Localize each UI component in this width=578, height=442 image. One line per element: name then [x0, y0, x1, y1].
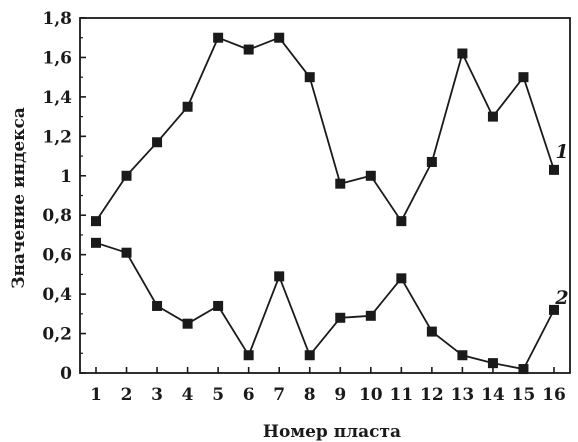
series-1-point: [121, 170, 132, 181]
x-tick-label: 6: [243, 385, 255, 405]
series-1-label: 1: [555, 141, 568, 163]
y-tick-label: 1: [60, 167, 72, 187]
x-tick-label: 10: [359, 385, 383, 405]
x-tick-label: 9: [334, 385, 346, 405]
x-tick-label: 15: [512, 385, 536, 405]
x-tick-label: 16: [542, 385, 566, 405]
y-tick-label: 0,2: [42, 325, 72, 345]
plot-frame: [79, 17, 571, 374]
y-tick-label: 0,8: [42, 206, 72, 226]
series-1-point: [243, 44, 254, 55]
series-1-point: [518, 72, 529, 83]
series-2-point: [518, 364, 529, 375]
series-2-line: [95, 241, 555, 371]
series-2-point: [91, 237, 101, 248]
series-1-point: [335, 178, 346, 189]
series-2-label: 2: [554, 287, 568, 309]
x-tick-label: 2: [121, 385, 133, 405]
series-1-point: [549, 164, 559, 175]
series-1-point: [426, 156, 437, 167]
series-1-point: [182, 101, 193, 112]
series-2-point: [549, 304, 559, 315]
x-tick-label: 14: [481, 385, 505, 405]
series-1-point: [396, 216, 407, 227]
series-1-point: [365, 170, 376, 181]
y-tick-label: 0: [60, 364, 72, 384]
y-tick-label: 1,2: [42, 127, 72, 147]
series-2-point: [457, 350, 468, 361]
series-2-point: [182, 318, 193, 329]
x-tick-label: 5: [212, 385, 224, 405]
series-1-point: [274, 32, 285, 43]
series-2-point: [335, 312, 346, 323]
series-2-point: [365, 310, 376, 321]
y-tick-label: 1,8: [42, 9, 72, 29]
series-1-line: [95, 36, 555, 223]
x-tick-label: 7: [273, 385, 285, 405]
x-tick-label: 12: [420, 385, 444, 405]
x-tick-label: 1: [90, 385, 102, 405]
series-2-point: [396, 273, 407, 284]
x-tick-label: 3: [151, 385, 163, 405]
y-axis-title: Значение индекса: [9, 107, 29, 289]
y-tick-label: 0,6: [42, 246, 72, 266]
series-2-point: [304, 350, 315, 361]
y-tick-label: 1,6: [42, 48, 72, 68]
plot-area: 00,20,40,60,811,21,41,61,81 2 3 4 5 6 7 8 9 10 11 1…: [42, 9, 571, 405]
series-2-point: [121, 247, 132, 258]
x-tick-label: 13: [451, 385, 475, 405]
x-tick-label: 4: [182, 385, 194, 405]
series-1-point: [213, 32, 224, 43]
x-axis-title: Номер пласта: [263, 422, 401, 442]
x-tick-label: 8: [304, 385, 316, 405]
series-1-point: [304, 72, 315, 83]
series-2-point: [152, 300, 163, 311]
series-1-point: [152, 137, 163, 148]
x-tick-label: 11: [389, 385, 413, 405]
y-tick-label: 0,4: [42, 285, 72, 305]
series-1-point: [91, 216, 101, 227]
series-2-point: [426, 326, 437, 337]
y-tick-label: 1,4: [42, 88, 72, 108]
series-2-point: [243, 350, 254, 361]
series-1-point: [457, 48, 468, 59]
series-2-point: [487, 358, 498, 369]
series-2-point: [213, 300, 224, 311]
series-2-point: [274, 271, 285, 282]
series-1-point: [487, 111, 498, 122]
